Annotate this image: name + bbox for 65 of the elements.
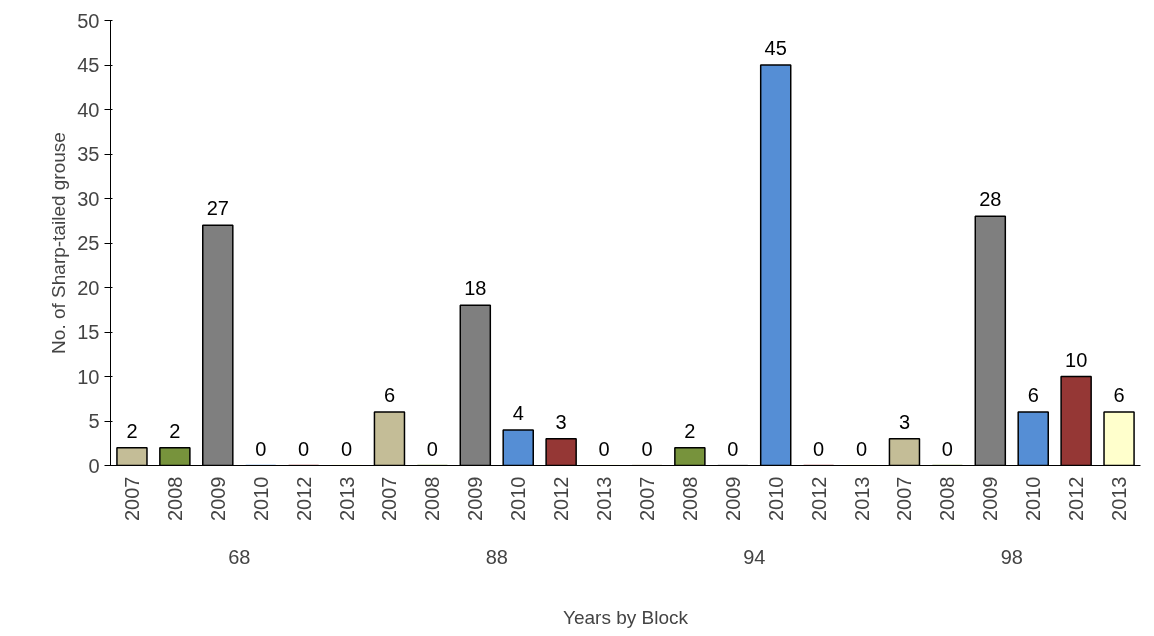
x-tick-label: 2012 xyxy=(292,476,315,521)
data-label: 3 xyxy=(898,410,911,433)
text: 94 xyxy=(743,545,766,568)
x-tick-label: 2012 xyxy=(1065,476,1088,521)
x-tick-label: 2012 xyxy=(807,476,830,521)
y-tick-label: 25 xyxy=(77,232,100,254)
y-tick-label: 45 xyxy=(77,54,100,76)
x-tick-label: 2007 xyxy=(893,476,916,521)
x-tick-label: 2010 xyxy=(1022,476,1045,521)
y-tick-label: 50 xyxy=(77,9,100,32)
data-label: 2 xyxy=(684,419,696,442)
y-tick-label: 20 xyxy=(77,276,100,299)
y-tick-label: 35 xyxy=(77,143,100,165)
x-tick-label: 2009 xyxy=(206,476,229,521)
data-label: 0 xyxy=(340,437,353,460)
x-tick-label: 2012 xyxy=(550,476,573,521)
x-tick-label: 2007 xyxy=(378,476,401,521)
x-tick-label: 2007 xyxy=(635,476,658,521)
y-tick-label: 10 xyxy=(77,365,100,388)
data-label: 28 xyxy=(979,188,1002,211)
text: 98 xyxy=(1000,545,1023,568)
data-label: 6 xyxy=(1027,384,1039,407)
x-tick-label: 2013 xyxy=(593,476,616,521)
data-label: 0 xyxy=(298,437,310,460)
data-label: 27 xyxy=(206,197,229,220)
data-label: 6 xyxy=(1113,384,1125,407)
data-label: 10 xyxy=(1065,348,1088,371)
data-label: 45 xyxy=(764,37,787,59)
y-tick-label: 0 xyxy=(88,454,100,477)
data-label: 0 xyxy=(813,437,825,460)
data-label: 0 xyxy=(426,437,438,460)
y-tick-label: 15 xyxy=(77,321,100,343)
x-tick-label: 2008 xyxy=(936,476,959,521)
x-tick-label: 2010 xyxy=(764,476,787,521)
x-tick-label: 2010 xyxy=(507,476,530,521)
x-tick-label: 2010 xyxy=(249,476,272,521)
data-label: 0 xyxy=(941,437,953,460)
x-tick-label: 2008 xyxy=(163,476,186,521)
data-label: 0 xyxy=(727,437,739,460)
data-label: 0 xyxy=(855,437,868,460)
data-label: 0 xyxy=(641,437,653,460)
text: 68 xyxy=(228,545,251,568)
data-label: 2 xyxy=(169,419,181,442)
x-tick-label: 2013 xyxy=(850,476,873,521)
x-tick-label: 2007 xyxy=(120,476,143,521)
data-label: 18 xyxy=(464,277,487,300)
data-label: 0 xyxy=(598,437,610,460)
data-label: 0 xyxy=(255,437,267,460)
x-axis-title: Years by Block xyxy=(563,606,689,628)
y-tick-label: 40 xyxy=(77,98,100,121)
x-tick-label: 2009 xyxy=(464,476,487,521)
x-tick-label: 2013 xyxy=(1108,476,1131,521)
x-tick-label: 2009 xyxy=(721,476,744,521)
data-label: 2 xyxy=(126,419,138,442)
data-label: 3 xyxy=(555,410,567,433)
x-tick-label: 2009 xyxy=(979,476,1002,521)
x-tick-label: 2013 xyxy=(335,476,358,521)
text: 88 xyxy=(485,545,508,568)
data-label: 6 xyxy=(383,384,396,407)
x-tick-label: 2008 xyxy=(421,476,444,521)
x-tick-label: 2008 xyxy=(678,476,701,521)
y-tick-label: 5 xyxy=(88,410,100,432)
data-label: 4 xyxy=(512,401,524,424)
y-axis-title: No. of Sharp-tailed grouse xyxy=(48,132,70,354)
y-tick-label: 30 xyxy=(77,187,100,210)
